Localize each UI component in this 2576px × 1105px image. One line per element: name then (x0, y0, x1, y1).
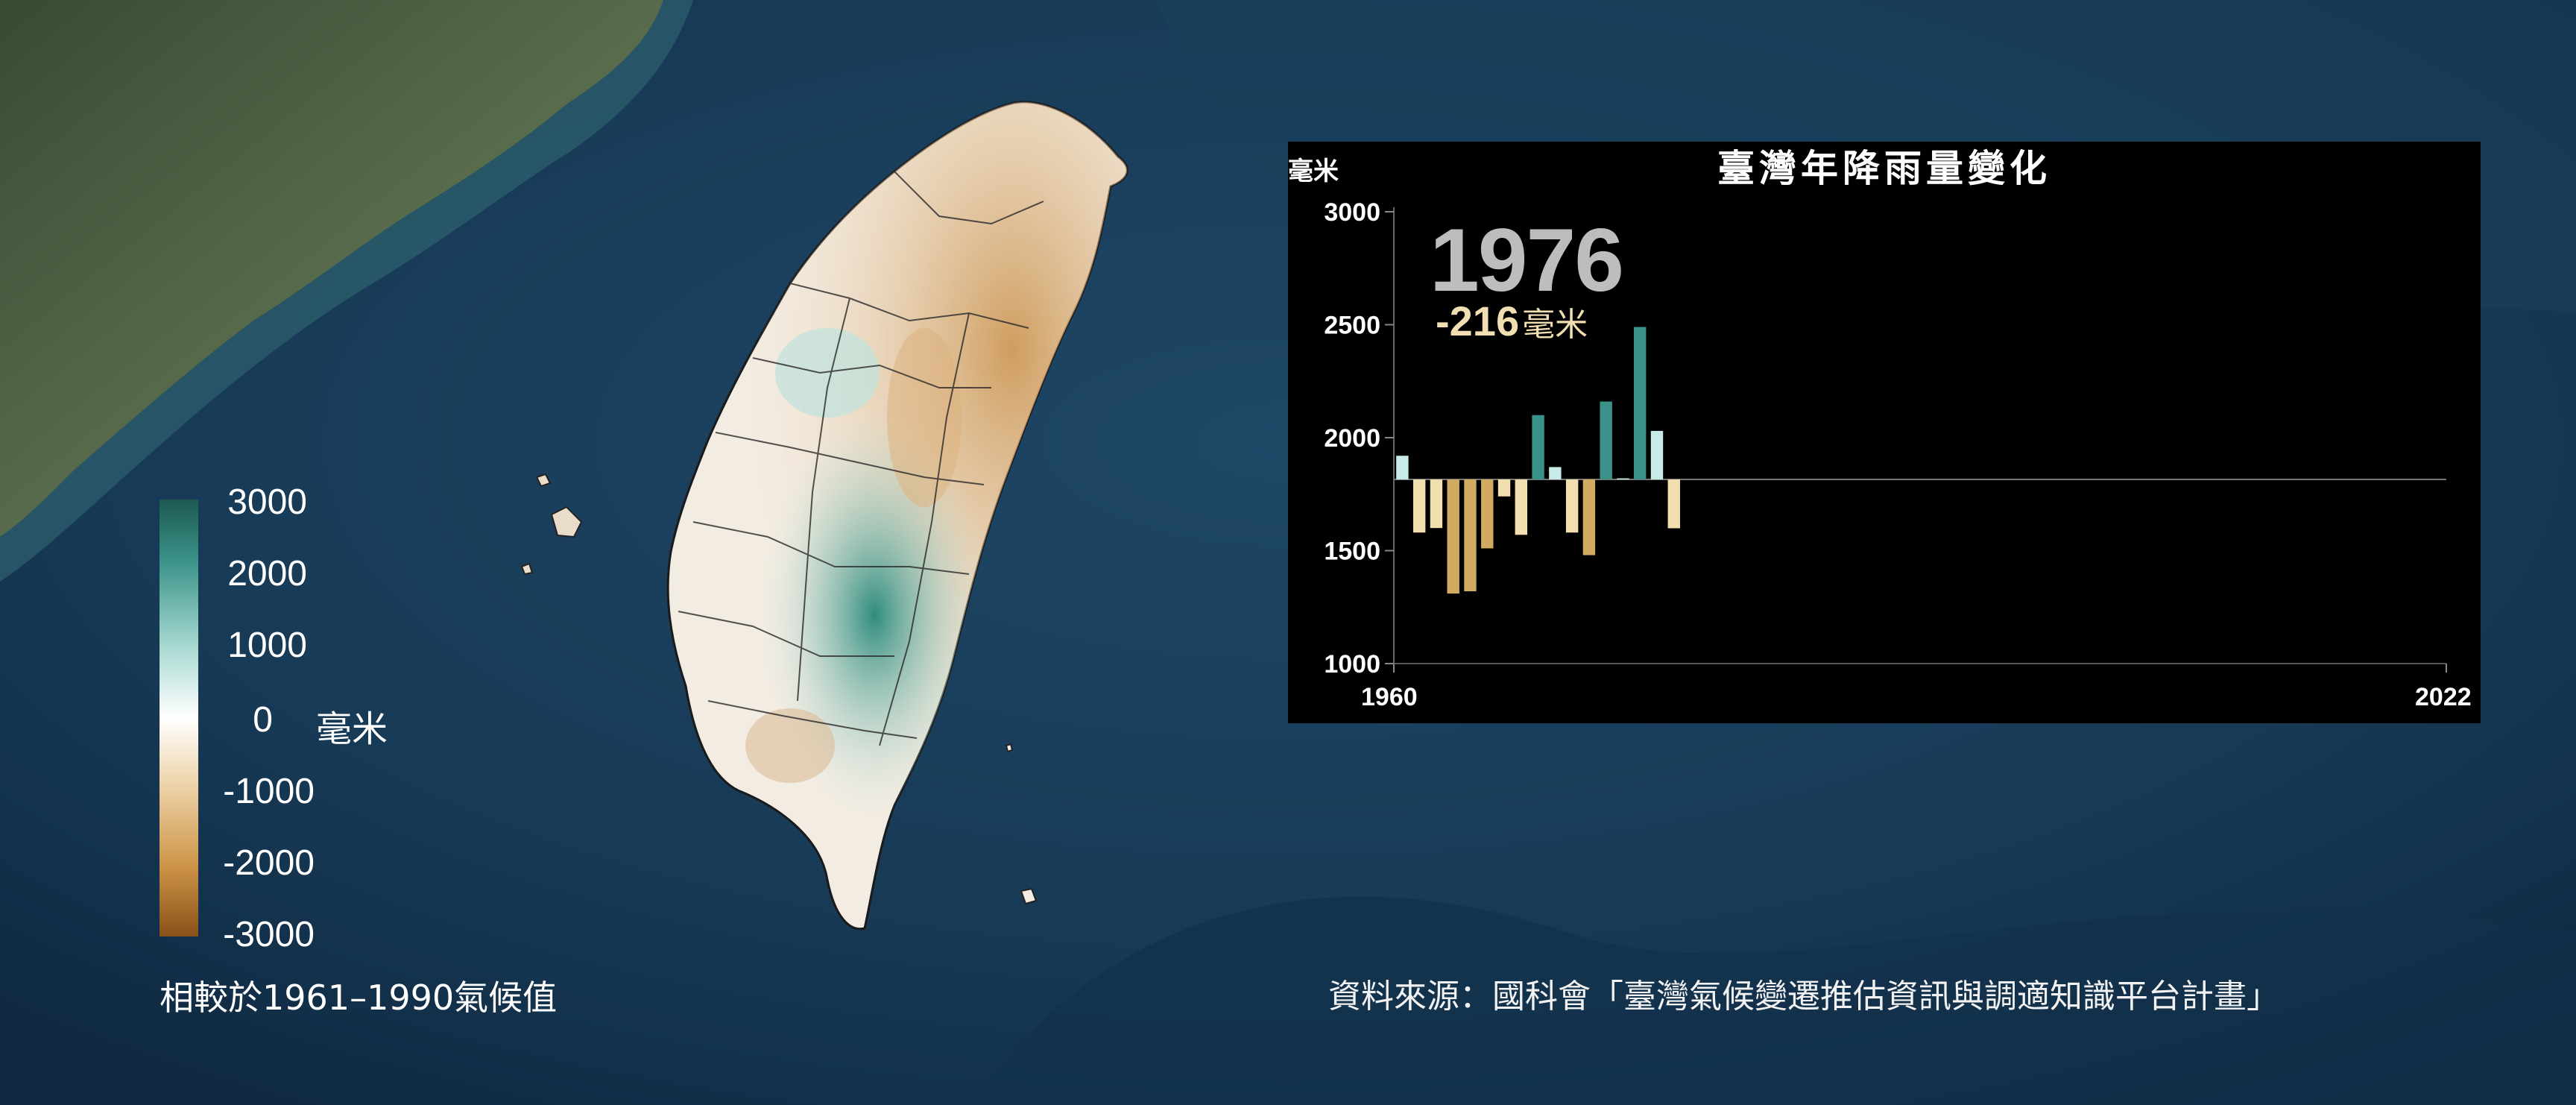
bar-1964 (1464, 479, 1477, 592)
legend-tick-minus3000: -3000 (223, 915, 315, 954)
legend-unit: 毫米 (316, 708, 388, 750)
chart-title: 臺灣年降雨量變化 (1717, 147, 2051, 190)
colorbar (160, 500, 198, 936)
bar-1969 (1549, 467, 1562, 480)
current-year: 1976 (1430, 210, 1624, 310)
bar-1960 (1396, 456, 1409, 480)
bar-1972 (1600, 401, 1612, 480)
anomaly-value: -216 (1436, 298, 1520, 344)
bar-1963 (1447, 479, 1459, 594)
bar-1965 (1481, 479, 1494, 549)
y-tick-label: 2000 (1324, 424, 1380, 453)
bar-1971 (1582, 479, 1596, 555)
legend-tick-0: 0 (253, 700, 273, 740)
bar-1974 (1634, 327, 1647, 480)
x-tick-label-start: 1960 (1361, 683, 1418, 711)
y-tick-label: 3000 (1324, 198, 1380, 227)
current-anomaly: -216毫米 (1436, 297, 1588, 345)
y-tick-label: 2500 (1324, 312, 1380, 340)
bar-1961 (1412, 479, 1426, 533)
bar-1967 (1515, 479, 1528, 535)
bar-1975 (1650, 430, 1664, 480)
legend-tick-1000: 1000 (227, 626, 307, 665)
x-tick-label-end: 2022 (2415, 683, 2472, 711)
legend-tick-2000: 2000 (227, 554, 307, 594)
y-tick-label: 1500 (1324, 538, 1380, 566)
bar-1962 (1430, 479, 1443, 529)
y-axis-unit: 毫米 (1288, 157, 1339, 186)
legend-tick-minus2000: -2000 (223, 843, 315, 883)
bar-1966 (1497, 479, 1511, 497)
bar-1973 (1617, 478, 1629, 480)
legend-note: 相較於1961–1990氣候值 (160, 978, 558, 1018)
taiwan-island (666, 101, 1128, 931)
bar-chart: 3000 2500 2000 1500 1000 1960 2022 (1324, 198, 2472, 711)
legend-tick-3000: 3000 (227, 482, 307, 522)
data-source: 資料來源：國科會「臺灣氣候變遷推估資訊與調適知識平台計畫」 (1328, 978, 2279, 1016)
chart-panel: 3000 2500 2000 1500 1000 1960 2022 臺灣年降雨量變化 毫米… (1288, 142, 2481, 723)
bar-1976 (1667, 479, 1680, 529)
legend-tick-minus1000: -1000 (223, 772, 315, 811)
bar-1968 (1532, 415, 1544, 480)
y-tick-label: 1000 (1324, 650, 1380, 679)
bar-1970 (1565, 479, 1579, 533)
mainland-coast (0, 0, 663, 537)
anomaly-unit: 毫米 (1522, 306, 1588, 343)
